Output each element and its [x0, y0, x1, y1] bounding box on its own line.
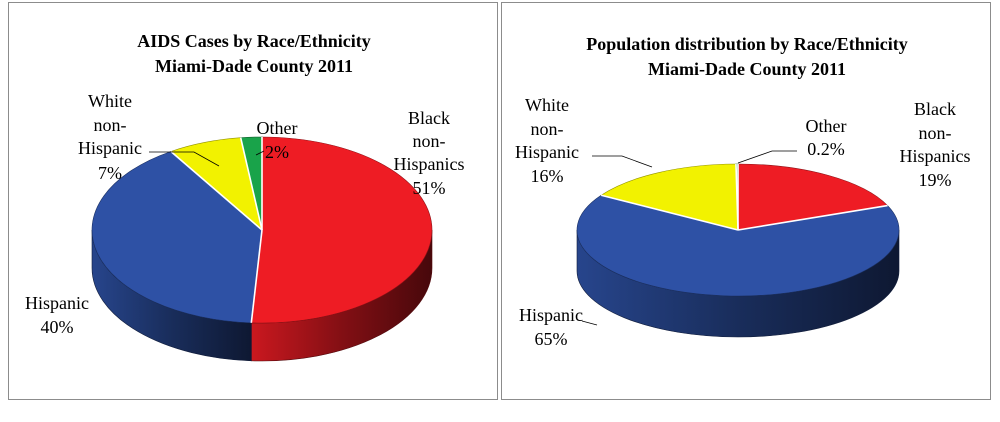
data-label-value: 65% [535, 329, 568, 349]
data-label-value: 0.2% [807, 139, 845, 159]
leader-line-other [255, 150, 265, 156]
data-label-name: Hispanic [515, 142, 579, 162]
leader-line-white-non-hispanic [592, 155, 653, 168]
data-label-name: non- [531, 119, 564, 139]
slice-separator [737, 204, 888, 231]
data-label-value: 51% [413, 178, 446, 198]
slice-separator [600, 194, 739, 231]
data-label-black-non-hispanics: Black non- Hispanics 51% [394, 108, 465, 198]
pie-slice-white-non-hispanic [600, 163, 739, 231]
data-label-name: non- [413, 131, 446, 151]
data-label-hispanic: Hispanic 65% [519, 305, 583, 349]
data-label-name: Hispanic [78, 138, 142, 158]
chart-title-line-1: AIDS Cases by Race/Ethnicity [137, 31, 371, 51]
data-label-value: 16% [531, 166, 564, 186]
data-label-name: White [88, 91, 132, 111]
pie-slices [576, 163, 900, 297]
data-label-value: 7% [98, 163, 122, 183]
data-label-name: Hispanics [900, 146, 971, 166]
data-label-name: Hispanic [519, 305, 583, 325]
data-label-hispanic: Hispanic 40% [25, 293, 89, 337]
data-label-value: 2% [265, 142, 289, 162]
slice-separator [170, 150, 263, 231]
data-label-name: Hispanic [25, 293, 89, 313]
data-label-name: Hispanics [394, 154, 465, 174]
data-label-value: 19% [919, 170, 952, 190]
chart-aids-cases: AIDS Cases by Race/Ethnicity Miami-Dade C… [8, 2, 498, 400]
pie-slice-black-non-hispanics [250, 136, 433, 324]
data-label-name: Other [806, 116, 847, 136]
data-label-other: Other 2% [257, 118, 298, 162]
slice-separator [239, 137, 263, 231]
pie-slice-black-non-hispanics [737, 163, 889, 231]
data-label-name: non- [919, 123, 952, 143]
leader-line-other [737, 150, 797, 164]
pie-slice-hispanic [576, 194, 900, 297]
data-label-name: White [525, 95, 569, 115]
slice-separator [250, 229, 263, 323]
pie-chart-population: Population distribution by Race/Ethnicit… [515, 34, 971, 349]
pie-slices [91, 136, 433, 324]
chart-population: Population distribution by Race/Ethnicit… [501, 2, 991, 400]
data-label-white-non-hispanic: White non- Hispanic 7% [78, 91, 142, 183]
data-label-name: Black [408, 108, 450, 128]
data-label-name: Black [914, 99, 956, 119]
pie-chart-aids-cases: AIDS Cases by Race/Ethnicity Miami-Dade C… [25, 31, 465, 362]
data-label-white-non-hispanic: White non- Hispanic 16% [515, 95, 579, 186]
leader-line-white-non-hispanic [149, 151, 220, 167]
data-label-name: Other [257, 118, 298, 138]
data-label-other: Other 0.2% [806, 116, 847, 159]
chart-title-line-1: Population distribution by Race/Ethnicit… [586, 34, 908, 54]
data-label-black-non-hispanics: Black non- Hispanics 19% [900, 99, 971, 190]
data-label-name: non- [94, 115, 127, 135]
leader-line-hispanic [581, 320, 598, 326]
chart-title-line-2: Miami-Dade County 2011 [648, 59, 846, 79]
slice-separator [735, 163, 739, 231]
chart-title-line-2: Miami-Dade County 2011 [155, 56, 353, 76]
data-label-value: 40% [41, 317, 74, 337]
